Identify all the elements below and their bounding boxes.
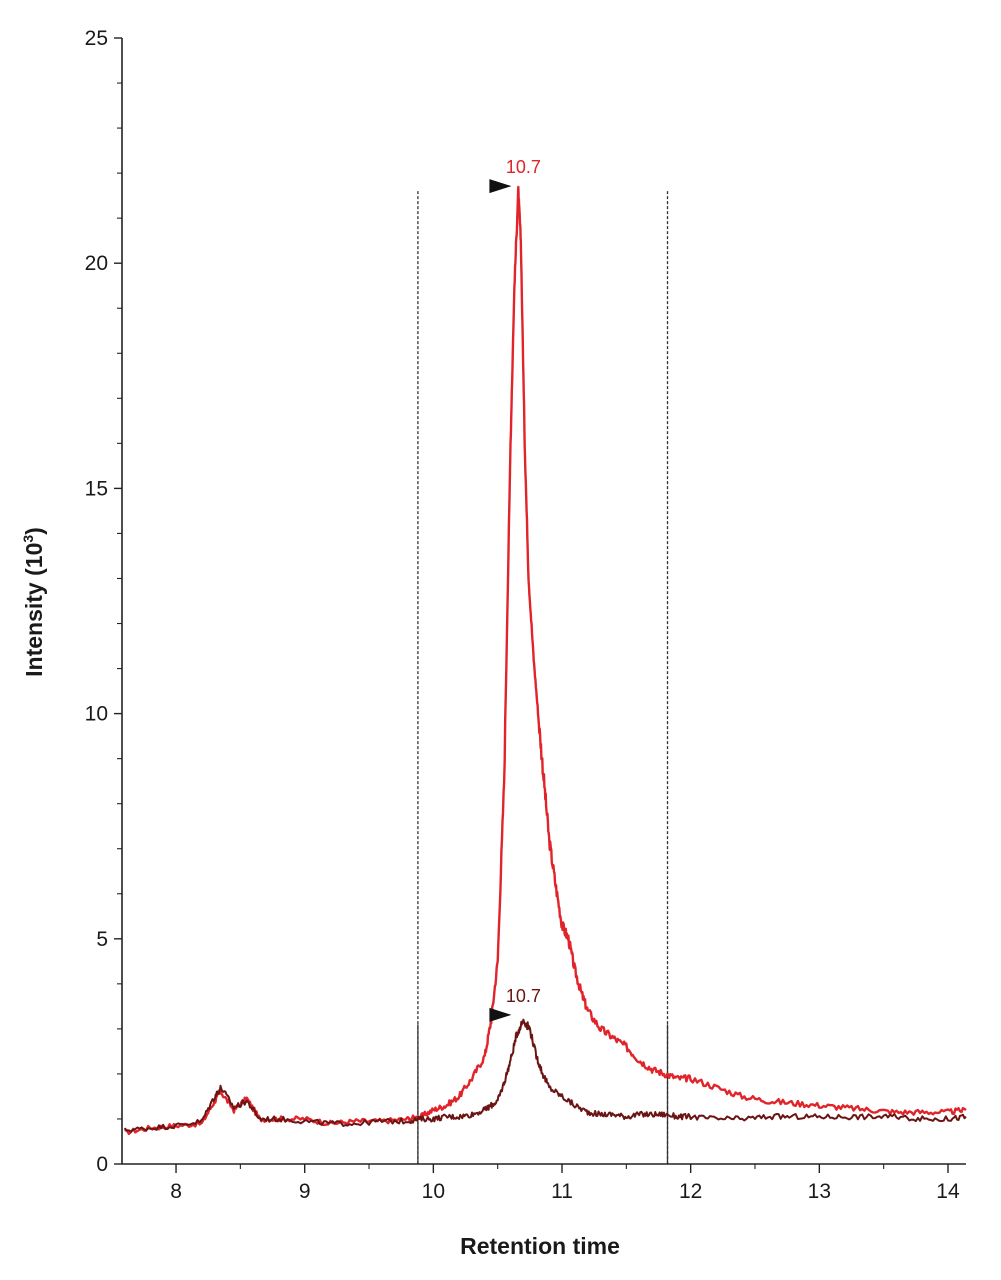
y-tick-label: 15 (85, 477, 108, 500)
peak-marker-2 (489, 1007, 512, 1022)
y-tick-label: 10 (85, 703, 108, 726)
x-tick-label: 13 (808, 1180, 831, 1203)
y-axis-title-main: Intensity (10 (21, 543, 47, 677)
y-tick-label: 0 (96, 1153, 108, 1176)
y-axis-title-suffix: ) (21, 527, 47, 535)
x-tick-label: 14 (936, 1180, 960, 1203)
peak-marker-1 (489, 179, 512, 194)
peak-label-2: 10.7 (506, 986, 541, 1006)
x-tick-label: 10 (422, 1180, 445, 1203)
x-tick-label: 11 (551, 1180, 573, 1203)
y-tick-label: 20 (85, 252, 108, 275)
reference-lines (417, 191, 669, 1164)
y-tick-label: 5 (96, 928, 108, 951)
x-tick-label: 12 (679, 1180, 702, 1203)
x-tick-label: 8 (170, 1180, 182, 1203)
y-tick-label: 25 (85, 27, 108, 50)
series-line-1 (124, 185, 967, 1136)
x-tick-label: 9 (299, 1180, 311, 1203)
y-axis-title: Intensity (103) (20, 527, 47, 677)
series-group (123, 185, 967, 1136)
peak-label-1: 10.7 (506, 157, 541, 177)
ticks-group: 0 5 10 15 20 25 8 9 10 11 12 13 14 (85, 27, 960, 1203)
axes-group (121, 38, 966, 1165)
annotations-group: 10.7 10.7 (489, 157, 541, 1022)
series-line-2 (123, 1018, 967, 1133)
x-axis-title: Retention time (460, 1233, 620, 1259)
y-axis-title-superscript: 3 (20, 535, 36, 543)
